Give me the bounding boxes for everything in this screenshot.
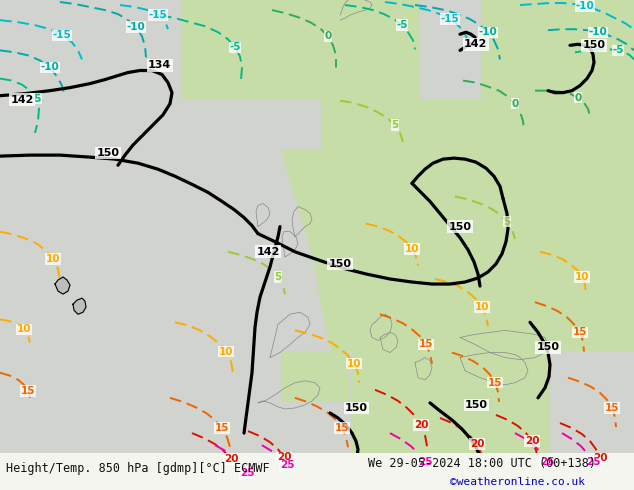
Text: 15: 15 [335,423,349,433]
Text: -15: -15 [53,30,72,40]
Text: 20: 20 [470,439,484,449]
Text: 25: 25 [418,457,432,467]
Text: 10: 10 [219,346,233,357]
Text: 20: 20 [277,452,291,462]
Polygon shape [73,298,86,314]
Text: 15: 15 [21,386,36,396]
Text: ©weatheronline.co.uk: ©weatheronline.co.uk [450,477,585,487]
Text: 25: 25 [586,457,600,467]
Text: 25: 25 [240,468,254,478]
Text: -15: -15 [441,14,460,24]
Text: 20: 20 [593,453,607,463]
Text: 10: 10 [46,254,60,264]
Text: 142: 142 [10,95,34,105]
Text: 25: 25 [540,457,554,467]
Text: -10: -10 [127,22,145,32]
Text: 10: 10 [475,302,489,312]
Text: -10: -10 [588,27,607,37]
Text: 5: 5 [391,120,399,130]
Text: 10: 10 [347,359,361,368]
Text: 10: 10 [404,244,419,254]
Text: 150: 150 [583,40,605,50]
Text: 142: 142 [256,247,280,257]
Text: 15: 15 [573,327,587,338]
Text: 150: 150 [536,343,559,352]
Text: 15: 15 [605,403,619,413]
Text: Height/Temp. 850 hPa [gdmp][°C] ECMWF: Height/Temp. 850 hPa [gdmp][°C] ECMWF [6,462,270,475]
Text: We 29-05-2024 18:00 UTC (00+138): We 29-05-2024 18:00 UTC (00+138) [368,457,596,470]
Text: -10: -10 [479,27,498,37]
Text: 150: 150 [345,403,368,413]
Text: 150: 150 [96,148,119,158]
Text: 0: 0 [574,93,581,103]
Text: 0: 0 [325,31,332,41]
Text: 20: 20 [224,454,238,465]
Text: -5: -5 [30,94,42,104]
Text: 15: 15 [418,340,433,349]
Text: -10: -10 [41,63,60,73]
Text: -10: -10 [576,1,595,11]
Text: 142: 142 [464,39,488,49]
Text: 5: 5 [275,272,281,282]
Text: 134: 134 [148,60,171,71]
Text: 20: 20 [525,436,540,446]
Text: 20: 20 [414,420,428,430]
Text: -5: -5 [396,20,408,30]
Text: 15: 15 [488,378,502,388]
Text: -5: -5 [230,42,241,52]
Text: 0: 0 [512,99,519,109]
Text: 15: 15 [215,423,230,433]
Text: 150: 150 [448,221,472,232]
Text: 150: 150 [328,259,351,269]
Text: -5: -5 [612,46,624,55]
Polygon shape [55,277,70,294]
Text: 5: 5 [503,217,510,226]
Text: 10: 10 [16,324,31,334]
Text: 150: 150 [465,400,488,410]
Text: -15: -15 [148,10,167,20]
Text: 25: 25 [280,460,294,470]
Text: 10: 10 [575,272,589,282]
